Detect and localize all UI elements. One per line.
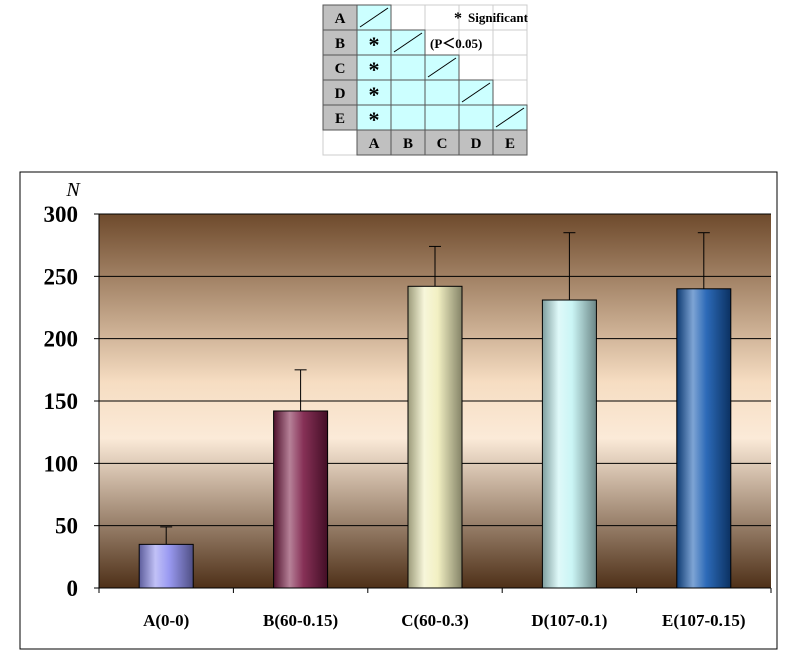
y-axis-label: N xyxy=(65,179,81,201)
x-tick-label: D(107-0.1) xyxy=(531,611,607,630)
row-label-d: D xyxy=(335,86,346,102)
significance-marker: * xyxy=(369,82,380,107)
bar-4 xyxy=(541,299,597,589)
row-header-cell xyxy=(322,29,358,56)
y-tick-label: 0 xyxy=(67,576,79,601)
col-header-cell xyxy=(492,129,528,156)
col-header-cell xyxy=(424,129,460,156)
col-label-c: C xyxy=(437,136,448,152)
row-label-c: C xyxy=(335,61,346,77)
matrix-grid-cell xyxy=(492,29,528,56)
diagonal-cell-line xyxy=(427,57,457,78)
diagonal-cell-line xyxy=(495,107,525,128)
y-tick-label: 50 xyxy=(55,514,78,539)
x-tick-label: E(107-0.15) xyxy=(662,611,746,630)
col-label-e: E xyxy=(505,136,515,152)
legend-marker: * xyxy=(454,10,462,27)
diagonal-cell-line xyxy=(461,82,491,103)
row-header-cell xyxy=(322,4,358,31)
y-tick-label: 300 xyxy=(44,202,79,227)
matrix-cell xyxy=(356,79,392,106)
col-label-b: B xyxy=(403,136,413,152)
x-tick-label: B(60-0.15) xyxy=(263,611,338,630)
matrix-grid-cell xyxy=(492,54,528,81)
bar-3 xyxy=(407,285,463,589)
legend-label: Significant xyxy=(468,10,529,25)
significance-marker: * xyxy=(369,107,380,132)
y-tick-label: 250 xyxy=(44,264,79,289)
col-header-cell xyxy=(458,129,494,156)
col-label-d: D xyxy=(471,136,482,152)
row-label-a: A xyxy=(335,11,346,27)
significance-marker: * xyxy=(369,32,380,57)
matrix-cell xyxy=(390,54,426,81)
matrix-cell xyxy=(356,104,392,131)
x-tick-label: A(0-0) xyxy=(143,611,189,630)
matrix-cell xyxy=(458,104,494,131)
bars xyxy=(138,285,732,589)
significance-marker: * xyxy=(369,57,380,82)
col-header-cell xyxy=(390,129,426,156)
col-header-cell xyxy=(356,129,392,156)
bar-5 xyxy=(676,288,732,589)
diagonal-cell-line xyxy=(359,7,389,28)
bar-2 xyxy=(273,410,329,589)
error-bars xyxy=(160,232,710,545)
y-tick-label: 100 xyxy=(44,451,79,476)
axes: 0 50 100 150 200 250 300 A(0-0) B(60-0.15) C(60-0… xyxy=(44,202,772,630)
row-label-b: B xyxy=(335,36,345,52)
row-header-cell xyxy=(322,79,358,106)
legend-condition: (P＜0.05) xyxy=(430,36,482,51)
matrix-grid-cell xyxy=(492,4,528,31)
y-tick-label: 200 xyxy=(44,327,79,352)
x-tick-label: C(60-0.3) xyxy=(401,611,469,630)
bar-1 xyxy=(138,543,194,589)
row-header-cell xyxy=(322,104,358,131)
y-tick-label: 150 xyxy=(44,389,79,414)
diagonal-cell-line xyxy=(393,32,423,53)
row-label-e: E xyxy=(335,111,345,127)
col-label-a: A xyxy=(369,136,380,152)
